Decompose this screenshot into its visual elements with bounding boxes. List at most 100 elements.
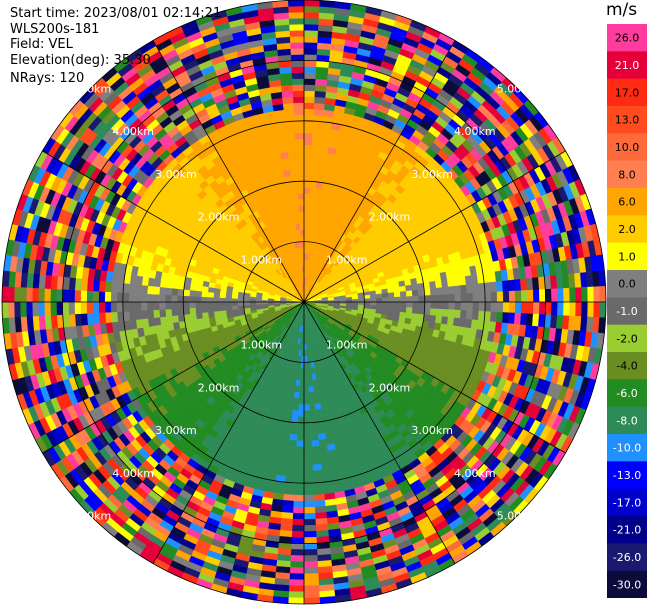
velocity-gate [195,312,203,320]
velocity-gate [318,438,327,447]
velocity-gate [189,307,197,315]
velocity-gate [294,476,305,484]
velocity-gate [460,293,468,303]
velocity-gate [38,301,45,317]
velocity-gate [293,397,300,405]
velocity-gate [423,308,431,316]
velocity-gate [363,294,371,300]
velocity-gate [514,312,522,325]
velocity-gate [116,291,124,303]
velocity-gate [25,301,33,317]
velocity-gate [411,307,419,315]
velocity-gate [291,409,299,417]
velocity-gate [539,289,546,303]
velocity-gate [293,391,300,399]
velocity-gate [299,386,305,393]
velocity-gate [314,96,326,104]
velocity-gate [189,283,197,291]
velocity-gate [490,301,498,313]
velocity-gate [68,313,76,327]
velocity-gate [298,398,305,405]
velocity-gate [312,457,322,466]
velocity-gate [128,292,136,303]
velocity-gate [435,287,443,296]
velocity-gate [303,585,320,593]
velocity-gate [291,524,305,532]
velocity-gate [417,307,425,315]
velocity-gate [134,310,143,320]
velocity-gate [171,315,179,324]
velocity-gate [50,301,57,316]
velocity-gate [489,311,498,323]
velocity-gate [315,530,329,538]
velocity-gate [92,290,100,303]
velocity-gate [303,482,315,490]
velocity-gate [104,280,112,293]
velocity-gate [289,567,305,575]
velocity-gate [490,291,498,303]
velocity-gate [406,301,413,308]
velocity-gate [140,293,148,303]
velocity-gate [508,279,516,292]
velocity-gate [68,301,75,315]
velocity-gate [279,530,293,538]
velocity-gate [303,11,320,19]
velocity-gate [128,283,137,294]
velocity-gate [471,283,480,294]
velocity-gate [282,427,291,435]
velocity-gate [159,309,167,318]
velocity-gate [128,310,137,321]
velocity-gate [423,288,431,296]
velocity-gate [307,379,314,387]
velocity-gate [435,315,443,324]
velocity-gate [435,280,443,289]
velocity-gate [382,301,389,307]
velocity-gate [219,297,226,303]
velocity-gate [311,445,321,454]
velocity-gate [283,487,295,496]
velocity-gate [314,500,326,508]
velocity-gate [587,286,595,303]
velocity-gate [92,279,100,292]
velocity-gate [411,283,419,291]
velocity-gate [303,446,313,454]
velocity-gate [104,291,112,303]
velocity-gate [533,301,540,315]
velocity-gate [514,301,522,314]
velocity-gate [520,301,528,314]
velocity-gate [315,524,329,532]
velocity-gate [309,181,317,189]
velocity-gate [496,311,504,324]
velocity-gate [303,537,317,544]
velocity-gate [400,296,407,303]
velocity-gate [7,301,15,318]
velocity-gate [314,403,322,411]
velocity-gate [502,280,510,292]
velocity-gate [303,422,311,430]
velocity-gate [80,313,88,326]
velocity-gate [520,313,528,326]
velocity-gate [195,307,203,314]
velocity-gate [308,199,315,207]
velocity-gate [219,301,226,307]
velocity-gate [297,422,305,430]
velocity-gate [465,284,474,294]
velocity-gate [303,494,315,502]
velocity-gate [281,506,294,514]
velocity-gate [313,397,321,405]
velocity-gate [104,311,112,324]
velocity-gate [303,211,309,218]
velocity-gate [44,288,51,303]
velocity-gate [171,308,179,317]
velocity-gate [312,132,322,141]
velocity-gate [508,290,516,303]
velocity-gate [98,312,106,324]
velocity-gate [303,543,318,550]
velocity-gate [291,531,305,538]
velocity-gate [201,296,208,303]
velocity-gate [311,157,320,165]
velocity-gate [249,304,257,308]
velocity-gate [303,162,312,170]
velocity-gate [171,280,179,289]
